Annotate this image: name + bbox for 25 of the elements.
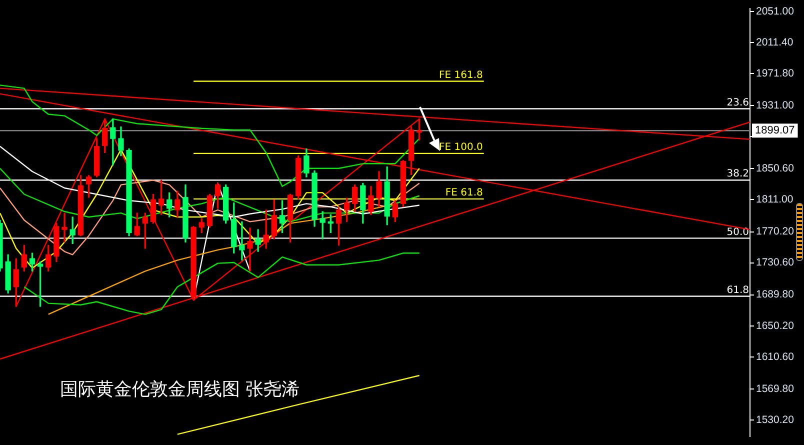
y-tick-label: 1850.60 [756, 162, 794, 175]
y-tick-label: 1689.80 [756, 288, 794, 301]
y-tick-label: 1971.80 [756, 67, 794, 80]
text: 国际黄金伦敦金周线图 张尧浠 [60, 378, 300, 400]
y-tick-label: 1610.60 [756, 350, 794, 363]
series-label: FE 100.0 [438, 142, 483, 154]
annotation: 23.6 [726, 97, 749, 108]
candlestick [62, 212, 68, 242]
candlestick [247, 228, 253, 272]
y-tick-label: 2051.00 [756, 5, 794, 18]
annotation: 50.0 [726, 226, 749, 238]
y-tick-label: 1730.60 [756, 256, 794, 269]
y-tick-label: 1811.00 [756, 194, 794, 206]
annotation: 61.8 [726, 284, 749, 296]
ref-line-label: 1899.07 [755, 124, 795, 137]
annotation: 38.2 [726, 168, 749, 180]
candlestick [239, 221, 245, 260]
y-tick-label: 1770.20 [756, 226, 794, 238]
y-tick-label: 1530.20 [756, 414, 794, 426]
y-tick-label: 1931.00 [756, 99, 794, 112]
y-tick-label: 1650.20 [756, 320, 794, 332]
series-label: FE 61.8 [445, 188, 483, 199]
series-label: FE 161.8 [438, 70, 483, 81]
y-tick-label: 1569.80 [756, 382, 794, 395]
y-tick-label: 2011.40 [756, 36, 794, 48]
